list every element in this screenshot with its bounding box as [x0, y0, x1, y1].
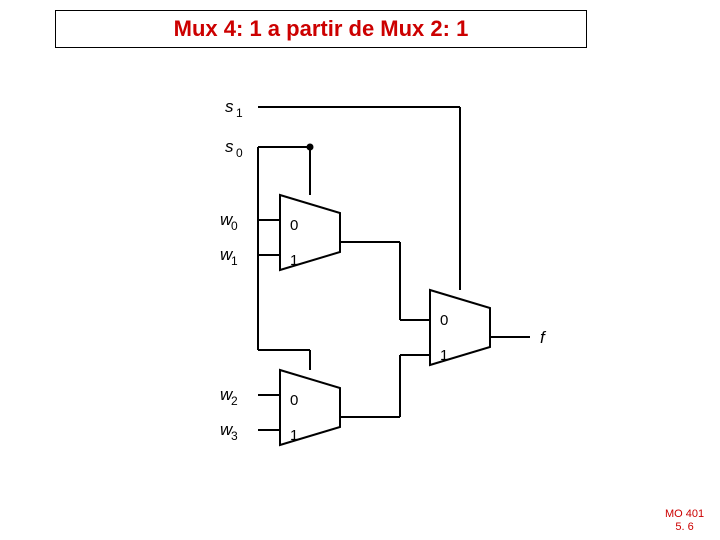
svg-text:1: 1: [290, 427, 298, 444]
svg-text:0: 0: [231, 219, 238, 233]
footer: MO 401 5. 6: [665, 508, 704, 534]
svg-text:1: 1: [236, 106, 243, 120]
svg-text:3: 3: [231, 429, 238, 443]
svg-text:0: 0: [236, 146, 243, 160]
footer-line2: 5. 6: [675, 521, 693, 533]
svg-text:2: 2: [231, 394, 238, 408]
svg-text:1: 1: [231, 254, 238, 268]
circuit-diagram: s1s0w0w1w2w3010101f: [0, 0, 720, 540]
svg-text:1: 1: [440, 347, 448, 364]
svg-text:0: 0: [290, 217, 298, 234]
svg-text:s: s: [225, 97, 234, 116]
svg-text:s: s: [225, 137, 234, 156]
svg-text:0: 0: [290, 392, 298, 409]
svg-text:1: 1: [290, 252, 298, 269]
svg-text:0: 0: [440, 312, 448, 329]
svg-text:f: f: [540, 328, 547, 347]
footer-line1: MO 401: [665, 508, 704, 520]
